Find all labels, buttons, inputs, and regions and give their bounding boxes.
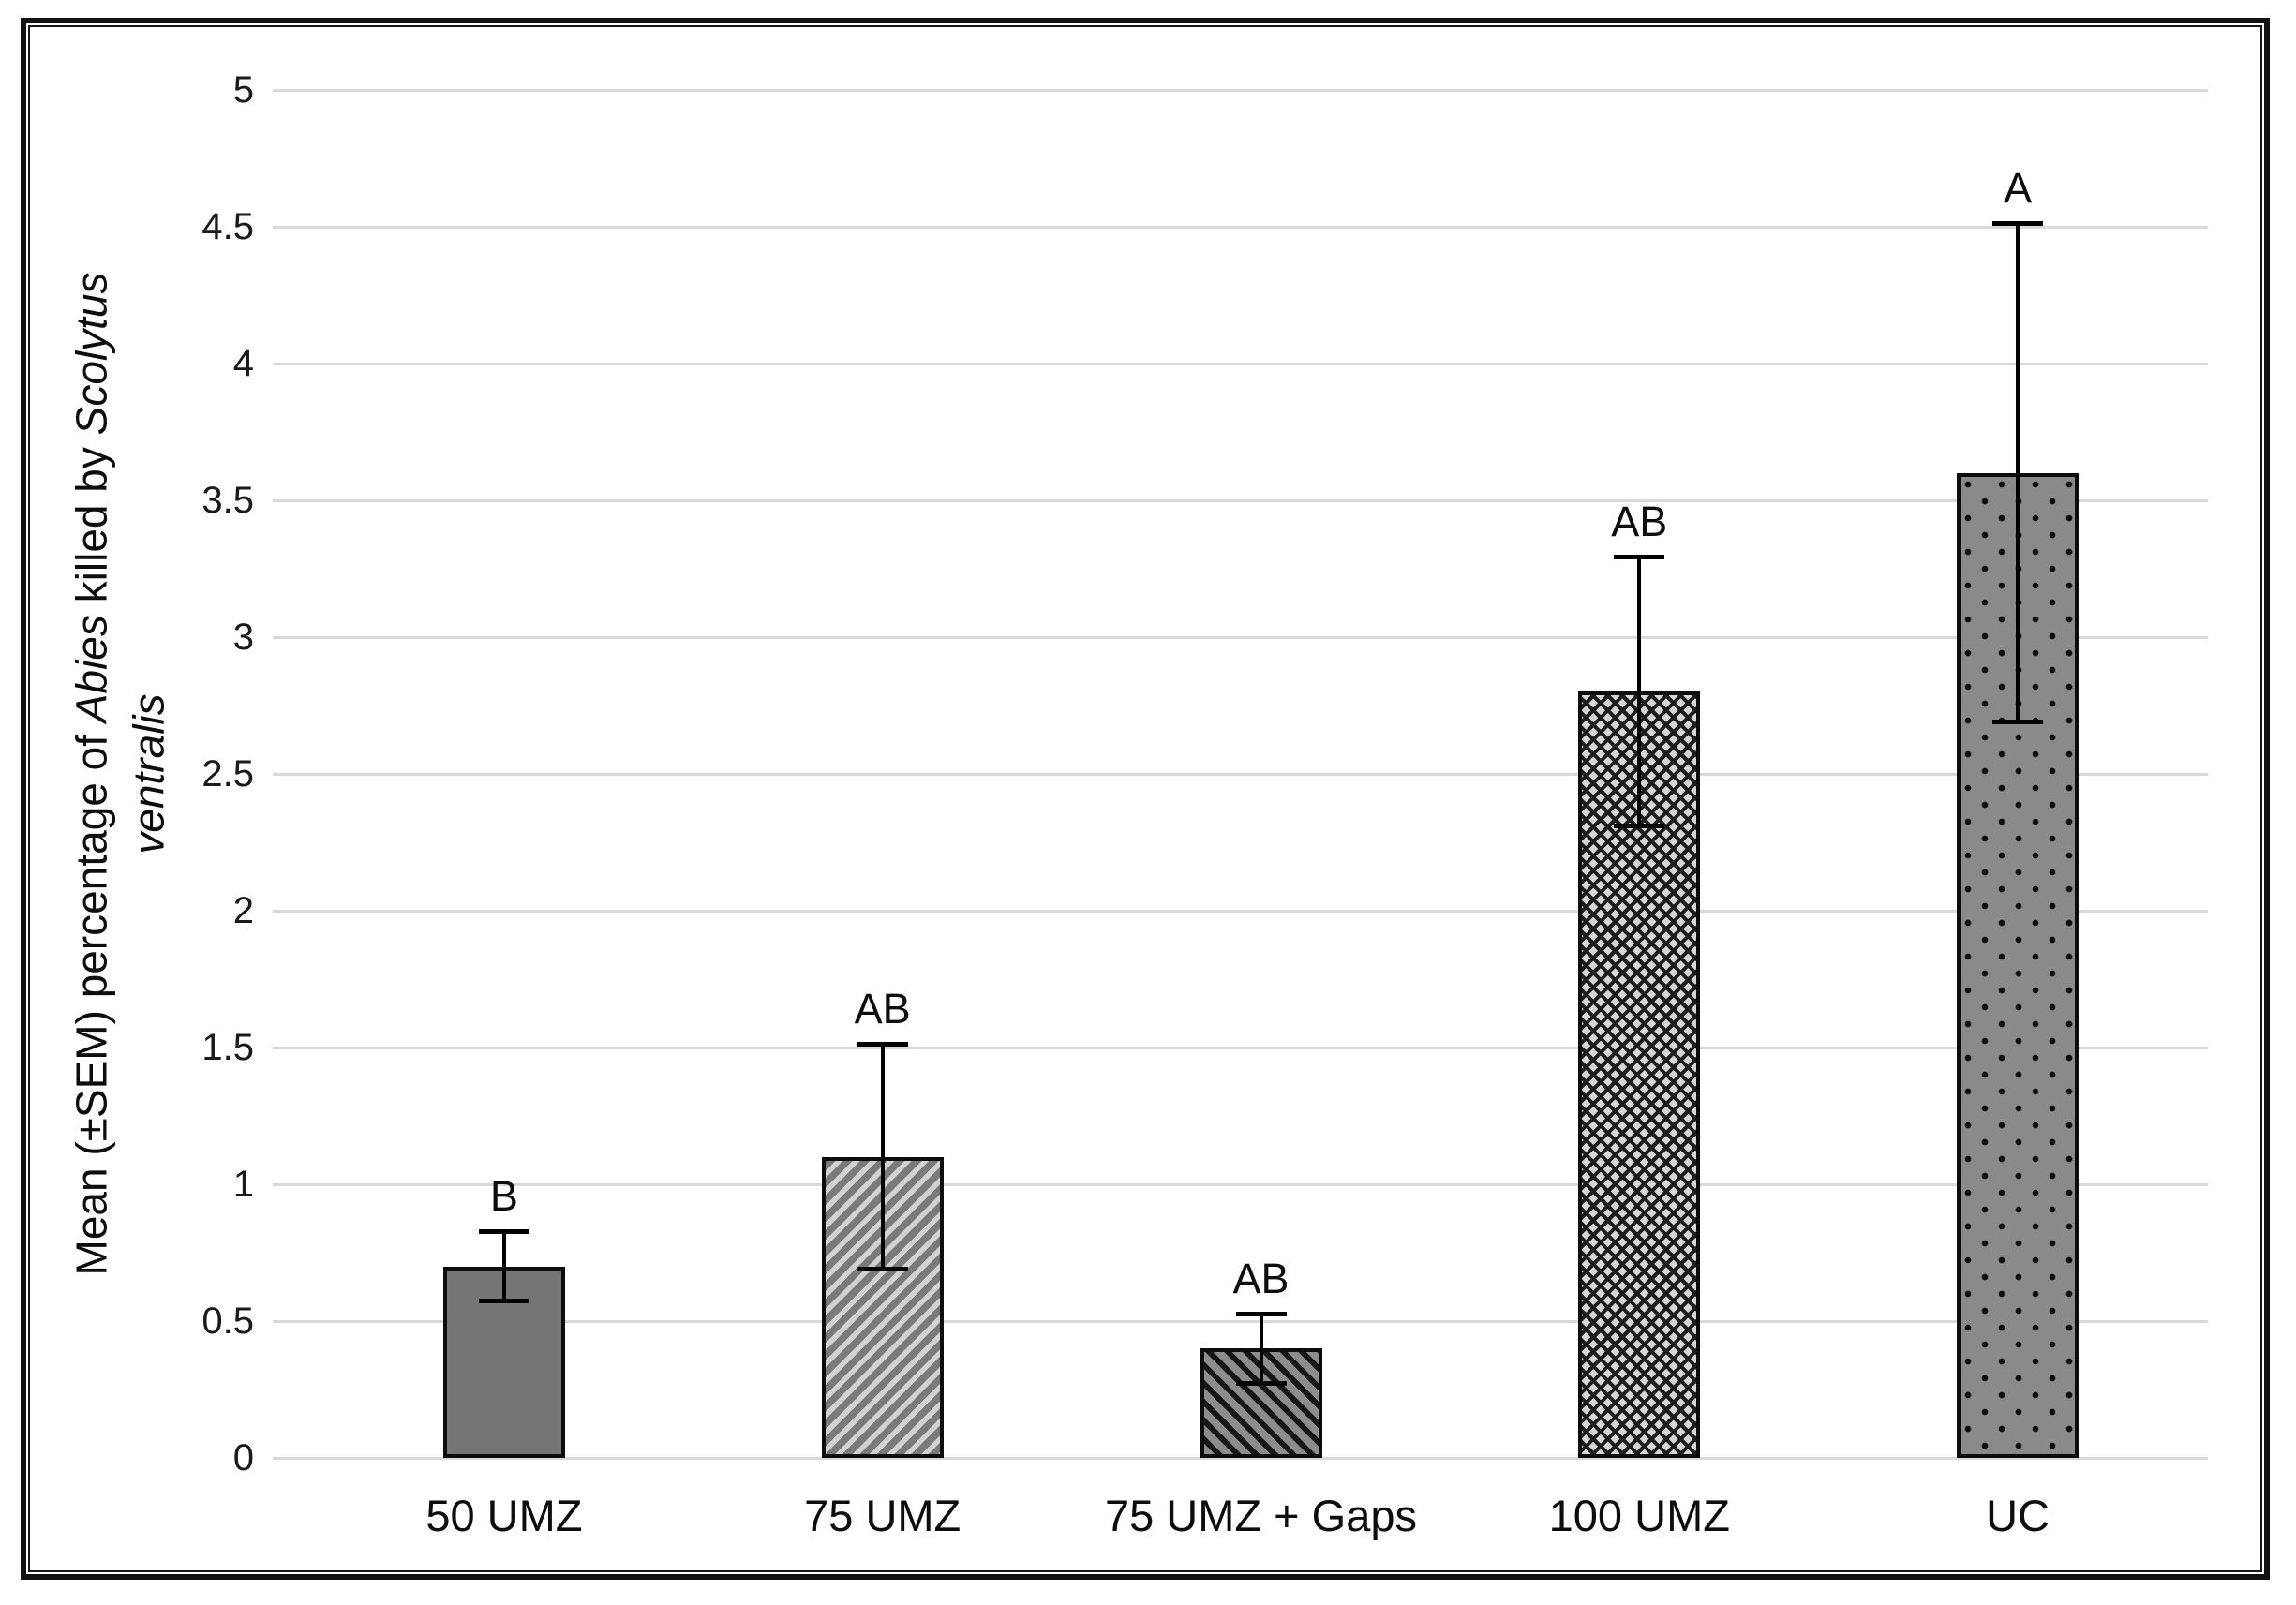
error-bar-cap	[857, 1267, 908, 1272]
error-bar-cap	[1614, 824, 1665, 829]
gridline	[273, 363, 2208, 365]
x-category-label: 75 UMZ	[804, 1491, 962, 1540]
gridline	[273, 499, 2208, 502]
y-tick-label: 3	[232, 617, 254, 658]
gridline	[273, 1183, 2208, 1186]
error-bar-line	[2016, 221, 2020, 725]
bar-75-umz-gaps	[1200, 1348, 1322, 1458]
x-category-label: 100 UMZ	[1548, 1491, 1730, 1540]
error-bar-cap	[1992, 720, 2044, 725]
error-bar-line	[1259, 1311, 1263, 1386]
y-tick-label: 4	[232, 343, 254, 384]
error-bar-cap	[478, 1299, 529, 1303]
error-bar-cap	[1235, 1380, 1287, 1386]
y-tick-label: 5	[232, 69, 254, 111]
gridline	[273, 1047, 2208, 1049]
error-bar-cap	[1235, 1311, 1287, 1316]
gridline	[273, 1457, 2208, 1460]
error-bar	[857, 1042, 908, 1272]
significance-letter: AB	[1232, 1254, 1290, 1302]
error-bar-cap	[478, 1229, 529, 1235]
error-bar	[1235, 1311, 1287, 1386]
y-tick-label: 1.5	[201, 1027, 254, 1068]
title-text: Mean (±SEM) percentage of	[67, 722, 116, 1276]
bar-75-umz	[821, 1156, 944, 1458]
y-tick-label: 3.5	[201, 480, 254, 521]
x-category-label: 75 UMZ + Gaps	[1104, 1491, 1418, 1540]
y-tick-label: 1	[232, 1164, 254, 1205]
y-tick-label: 2	[232, 890, 254, 931]
significance-letter: B	[489, 1172, 518, 1221]
error-bar-cap	[1614, 555, 1665, 560]
error-bar-cap	[857, 1042, 908, 1048]
x-category-label: 50 UMZ	[425, 1491, 583, 1540]
y-tick-label: 2.5	[201, 753, 254, 795]
gridline	[273, 226, 2208, 229]
gridline	[273, 636, 2208, 639]
species-name-italic: ventralis	[124, 693, 172, 855]
y-tick-label: 4.5	[201, 206, 254, 247]
bar-uc	[1957, 472, 2080, 1458]
species-name-italic: Scolytus	[67, 272, 116, 436]
gridline	[273, 89, 2208, 92]
error-bar	[478, 1229, 529, 1303]
y-axis-title-line: Mean (±SEM) percentage of Abies killed b…	[63, 273, 120, 1276]
error-bar-line	[880, 1042, 885, 1272]
gridline	[273, 910, 2208, 913]
x-category-label: UC	[1986, 1491, 2050, 1540]
y-axis-title-line: ventralis	[120, 273, 177, 1276]
y-axis-title: Mean (±SEM) percentage of Abies killed b…	[63, 273, 176, 1276]
species-name-italic: Abies	[67, 615, 116, 723]
significance-letter: AB	[1611, 498, 1668, 546]
significance-letter: AB	[854, 985, 911, 1033]
error-bar-line	[501, 1229, 506, 1303]
error-bar-line	[1637, 555, 1642, 829]
significance-letter: A	[2004, 164, 2033, 213]
title-text: killed by	[67, 435, 116, 616]
chart-frame: 0 0.5 1 1.5 2 2.5 3 3.5 4 4.5 5 Mean (±SEM) percen…	[21, 18, 2270, 1580]
y-tick-label: 0.5	[201, 1300, 254, 1342]
gridline	[273, 1320, 2208, 1323]
gridline	[273, 773, 2208, 776]
y-tick-label: 0	[232, 1437, 254, 1479]
error-bar	[1992, 221, 2044, 725]
error-bar	[1614, 555, 1665, 829]
error-bar-cap	[1992, 221, 2044, 227]
